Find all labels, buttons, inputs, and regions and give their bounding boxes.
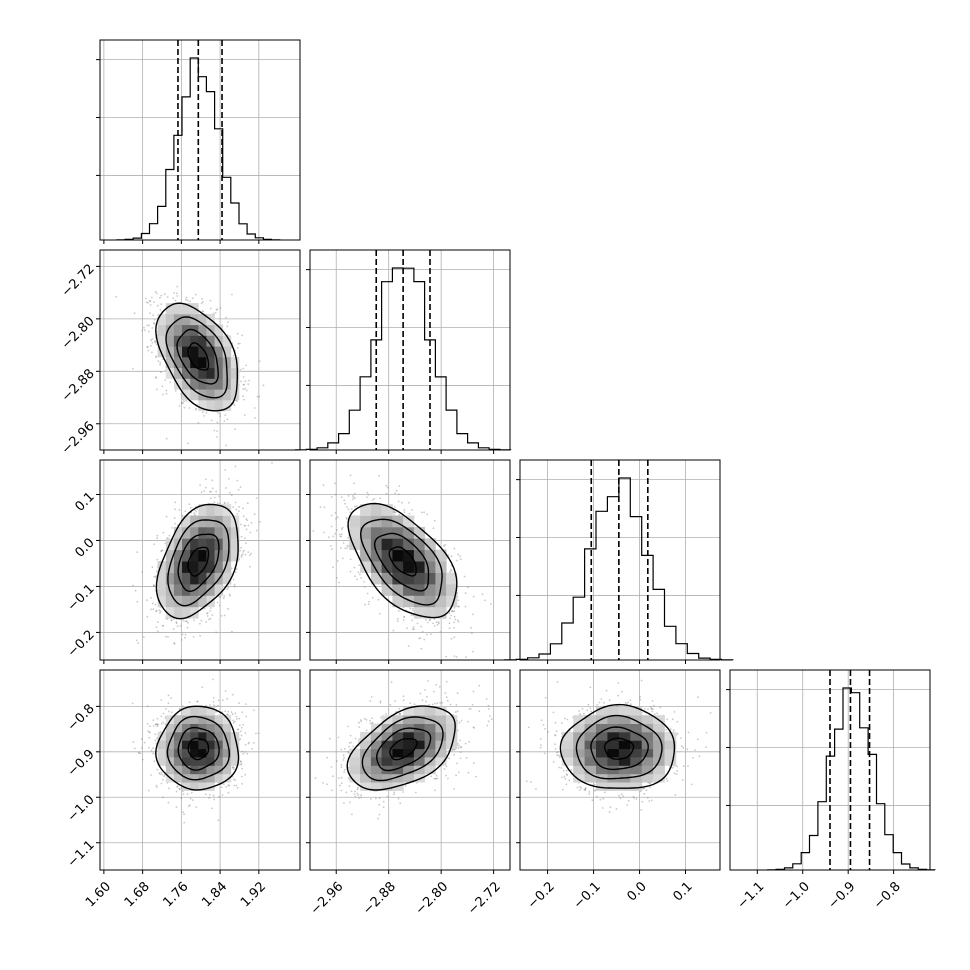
x-tick-label-1: 1.84 xyxy=(199,879,230,910)
y-tick-label-3: −0.1 xyxy=(65,581,98,614)
x-tick-label-1: 1.60 xyxy=(83,879,114,910)
y-tick-label-4: −0.8 xyxy=(65,701,98,734)
x-tick-label-1: 1.92 xyxy=(238,879,269,910)
panel-frame xyxy=(99,249,301,451)
panel-grid xyxy=(520,670,720,870)
contour-2 xyxy=(375,727,432,772)
x-tick-label-2: −2.88 xyxy=(360,879,399,918)
contour-2 xyxy=(374,532,430,592)
density-cells xyxy=(349,504,458,619)
density-cells xyxy=(157,303,240,412)
x-tick-label-4: −1.0 xyxy=(780,879,813,912)
y-tick-label-3: 0.1 xyxy=(72,490,97,515)
scatter-panel-4-1 xyxy=(96,669,301,874)
x-tick-label-4: −0.9 xyxy=(825,879,858,912)
contour-3 xyxy=(167,519,230,607)
contour-1 xyxy=(388,546,417,577)
x-tick-label-2: −2.72 xyxy=(465,879,504,918)
contour-1 xyxy=(187,546,210,577)
hist-panel-4 xyxy=(726,669,936,874)
scatter-panel-3-1 xyxy=(96,459,301,664)
contour-3 xyxy=(165,316,228,399)
hist-frame-1 xyxy=(99,39,301,241)
x-tick-label-3: −0.2 xyxy=(525,879,558,912)
scatter-panel-3-2 xyxy=(306,459,511,664)
y-tick-label-2: −2.96 xyxy=(59,419,98,458)
x-tick-label-3: 0.1 xyxy=(671,879,696,904)
y-tick-label-2: −2.88 xyxy=(59,366,98,405)
contour-3 xyxy=(575,714,663,780)
panel-frame xyxy=(519,669,721,871)
hist-frame-3 xyxy=(519,459,721,661)
contour-1 xyxy=(389,738,418,761)
hist-panel-2 xyxy=(295,249,512,454)
scatter-panel-4-3 xyxy=(516,669,721,874)
contour-4 xyxy=(346,705,456,791)
hist-grid-1 xyxy=(100,40,300,240)
x-tick-label-1: 1.76 xyxy=(160,879,191,910)
panel-frame xyxy=(99,669,301,871)
contour-4 xyxy=(347,502,458,619)
y-tick-label-2: −2.72 xyxy=(59,261,98,300)
hist-frame-2 xyxy=(309,249,511,451)
contour-4 xyxy=(155,302,238,412)
x-tick-label-2: −2.96 xyxy=(308,879,347,918)
y-tick-label-4: −1.0 xyxy=(65,792,98,825)
contour-3 xyxy=(359,518,443,606)
hist-panel-1 xyxy=(96,39,301,244)
contour-3 xyxy=(166,715,231,781)
y-tick-label-4: −0.9 xyxy=(65,747,98,780)
panel-grid xyxy=(310,670,510,870)
x-tick-label-2: −2.80 xyxy=(413,879,452,918)
contour-1 xyxy=(187,737,210,761)
hist-grid-3 xyxy=(520,460,720,660)
panel-frame xyxy=(99,459,301,661)
panel-frame xyxy=(309,669,511,871)
hist-frame-4 xyxy=(729,669,931,871)
contour-4 xyxy=(559,703,676,789)
x-tick-label-4: −0.8 xyxy=(871,879,904,912)
contour-1 xyxy=(603,737,635,760)
y-tick-label-4: −1.1 xyxy=(65,838,98,871)
density-cells xyxy=(349,706,458,791)
scatter-panel-4-2 xyxy=(306,669,511,874)
panel-frame xyxy=(309,459,511,661)
contour-4 xyxy=(155,503,239,620)
histogram-4 xyxy=(767,687,936,871)
y-tick-label-3: 0.0 xyxy=(72,536,97,561)
hist-panel-3 xyxy=(504,459,734,664)
contour-4 xyxy=(155,705,240,791)
x-tick-label-1: 1.68 xyxy=(122,879,153,910)
x-tick-label-3: −0.1 xyxy=(571,879,604,912)
x-tick-label-3: 0.0 xyxy=(625,879,650,904)
contour-2 xyxy=(177,726,220,771)
hist-grid-2 xyxy=(310,250,510,450)
contour-2 xyxy=(590,726,649,771)
contour-1 xyxy=(187,342,210,371)
y-tick-label-3: −0.2 xyxy=(65,627,98,660)
contour-2 xyxy=(177,533,220,593)
contour-3 xyxy=(361,716,444,782)
contour-2 xyxy=(176,328,219,385)
scatter-panel-2-1 xyxy=(96,249,301,454)
y-tick-label-2: −2.80 xyxy=(59,314,98,353)
x-tick-label-4: −1.1 xyxy=(735,879,768,912)
